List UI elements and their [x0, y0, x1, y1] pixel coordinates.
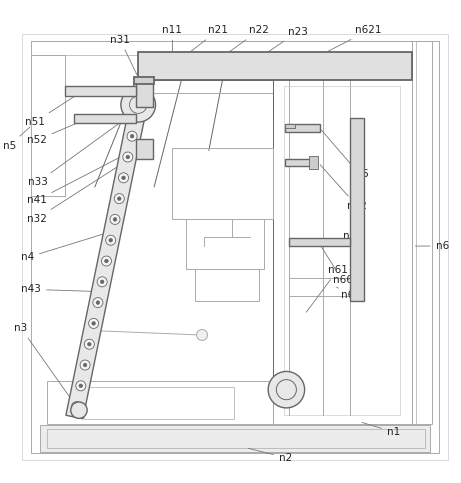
Bar [273, 77, 412, 424]
Circle shape [113, 218, 117, 221]
Text: n63: n63 [337, 287, 361, 300]
Circle shape [106, 235, 116, 245]
Circle shape [93, 298, 103, 308]
Bar [138, 52, 412, 80]
Text: n61: n61 [306, 265, 348, 312]
Circle shape [76, 381, 86, 391]
Text: n41: n41 [27, 150, 134, 205]
Circle shape [122, 176, 125, 180]
Bar [309, 156, 318, 170]
Text: n62: n62 [320, 165, 367, 211]
Text: n621: n621 [289, 26, 382, 71]
Circle shape [97, 277, 107, 287]
Circle shape [96, 301, 100, 304]
Bar [136, 80, 153, 107]
Bar [284, 86, 400, 415]
Bar [40, 425, 430, 452]
Circle shape [71, 401, 82, 412]
Circle shape [88, 342, 91, 346]
Bar [47, 429, 426, 448]
Circle shape [71, 402, 87, 418]
Text: n3: n3 [14, 323, 77, 408]
Circle shape [83, 363, 87, 367]
Circle shape [135, 114, 138, 117]
Text: n64: n64 [343, 213, 362, 241]
Text: n2: n2 [248, 448, 292, 463]
Text: n21: n21 [156, 26, 228, 78]
Circle shape [130, 134, 134, 138]
Bar [47, 381, 273, 424]
Bar [285, 124, 319, 132]
Circle shape [101, 256, 112, 266]
Bar [285, 124, 295, 128]
Text: n66: n66 [320, 244, 352, 285]
Text: n43: n43 [21, 284, 99, 294]
Bar [350, 118, 364, 301]
Text: n5: n5 [3, 127, 30, 151]
Bar [136, 139, 153, 159]
Bar [134, 77, 154, 84]
Circle shape [109, 239, 112, 242]
Bar [186, 219, 264, 269]
Circle shape [136, 90, 146, 99]
Text: n52: n52 [27, 119, 85, 145]
Bar [83, 387, 234, 419]
Circle shape [89, 318, 99, 328]
Text: n23: n23 [230, 27, 307, 78]
Circle shape [80, 360, 90, 370]
Text: n65: n65 [321, 130, 369, 179]
Circle shape [110, 214, 120, 225]
Bar [172, 148, 273, 219]
Bar [289, 238, 350, 246]
Text: n33: n33 [28, 115, 130, 187]
Text: n22: n22 [193, 26, 269, 78]
Circle shape [123, 152, 133, 162]
Circle shape [126, 155, 130, 159]
Text: n32: n32 [27, 156, 134, 224]
Circle shape [131, 111, 142, 120]
Circle shape [196, 329, 207, 341]
Circle shape [84, 339, 95, 349]
Circle shape [118, 173, 129, 183]
Bar [195, 269, 259, 301]
Circle shape [139, 93, 142, 97]
Circle shape [75, 405, 78, 409]
Text: n31: n31 [110, 35, 137, 75]
Bar [412, 41, 432, 424]
Text: n51: n51 [25, 92, 81, 127]
Bar [285, 159, 317, 166]
Bar [65, 85, 136, 96]
Text: n11: n11 [162, 25, 183, 63]
Circle shape [121, 87, 155, 122]
Circle shape [100, 280, 104, 284]
Text: n4: n4 [21, 233, 106, 262]
Circle shape [118, 197, 121, 200]
Circle shape [127, 131, 137, 141]
Circle shape [114, 194, 124, 204]
Bar [31, 41, 439, 454]
Text: n6: n6 [415, 241, 449, 251]
Bar [31, 55, 65, 196]
Circle shape [105, 259, 108, 263]
Circle shape [268, 371, 305, 408]
Text: n1: n1 [362, 423, 400, 437]
Bar [74, 114, 136, 123]
Polygon shape [66, 83, 151, 419]
Circle shape [79, 384, 83, 388]
Circle shape [92, 322, 95, 325]
